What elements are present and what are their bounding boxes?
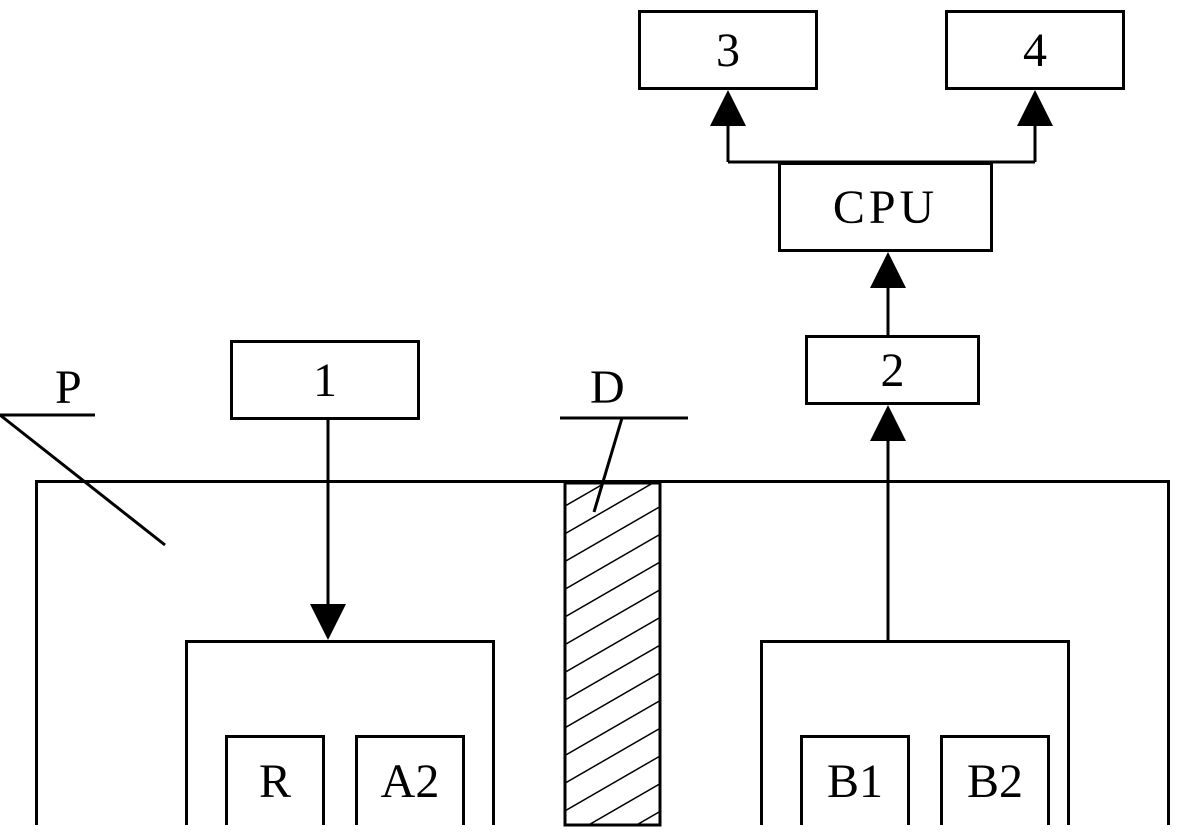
box-b2: B2: [940, 735, 1050, 825]
box-4: 4: [945, 10, 1125, 90]
label-p: P: [55, 360, 82, 415]
box-cpu: CPU: [778, 162, 993, 252]
label-d: D: [590, 360, 625, 415]
box-2: 2: [805, 335, 980, 405]
box-1: 1: [230, 340, 420, 420]
box-a2: A2: [355, 735, 465, 825]
box-b1: B1: [800, 735, 910, 825]
box-3: 3: [638, 10, 818, 90]
box-r: R: [225, 735, 325, 825]
